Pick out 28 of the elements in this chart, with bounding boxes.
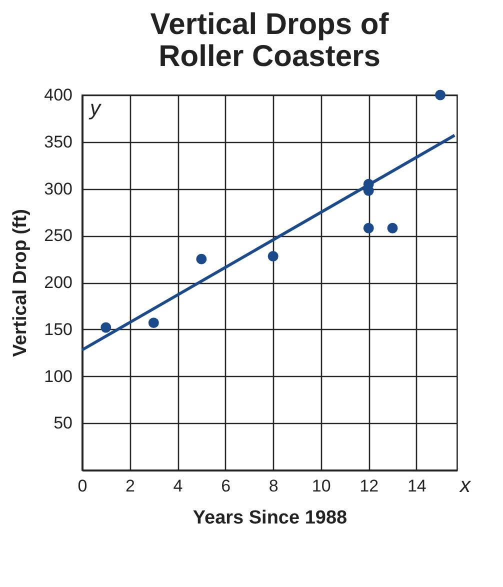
point: [363, 222, 374, 234]
y-tick-label: 200: [44, 273, 72, 292]
point: [148, 318, 159, 328]
y-tick-label: 150: [44, 320, 72, 339]
y-tick-label: 100: [44, 366, 72, 386]
point: [100, 322, 112, 333]
y-axis-title: Vertical Drop (ft): [10, 209, 32, 357]
annotation: y: [88, 97, 102, 120]
x-tick-label: 14: [407, 476, 426, 496]
y-tick-label: 400: [44, 86, 72, 104]
text: x: [459, 474, 472, 497]
y-tick-label: 300: [44, 179, 72, 198]
x-tick-label: 10: [312, 476, 331, 496]
x-tick-label: 4: [173, 476, 183, 496]
point: [387, 222, 398, 234]
x-tick-label: 8: [268, 476, 278, 496]
x-tick-label: 2: [126, 476, 136, 496]
x-tick-label: 0: [78, 476, 88, 496]
chart-title: Vertical Drops of Roller Coasters: [150, 8, 390, 73]
point: [196, 254, 207, 264]
x-tick-label: 12: [360, 476, 379, 496]
y-tick-label: 250: [44, 226, 72, 246]
x-axis-title: Years Since 1988: [192, 508, 348, 528]
y-tick-label: 50: [54, 414, 72, 433]
point: [268, 251, 278, 262]
x-tick-label: 6: [221, 476, 231, 496]
point: [435, 90, 446, 100]
y-tick-label: 350: [44, 132, 72, 152]
